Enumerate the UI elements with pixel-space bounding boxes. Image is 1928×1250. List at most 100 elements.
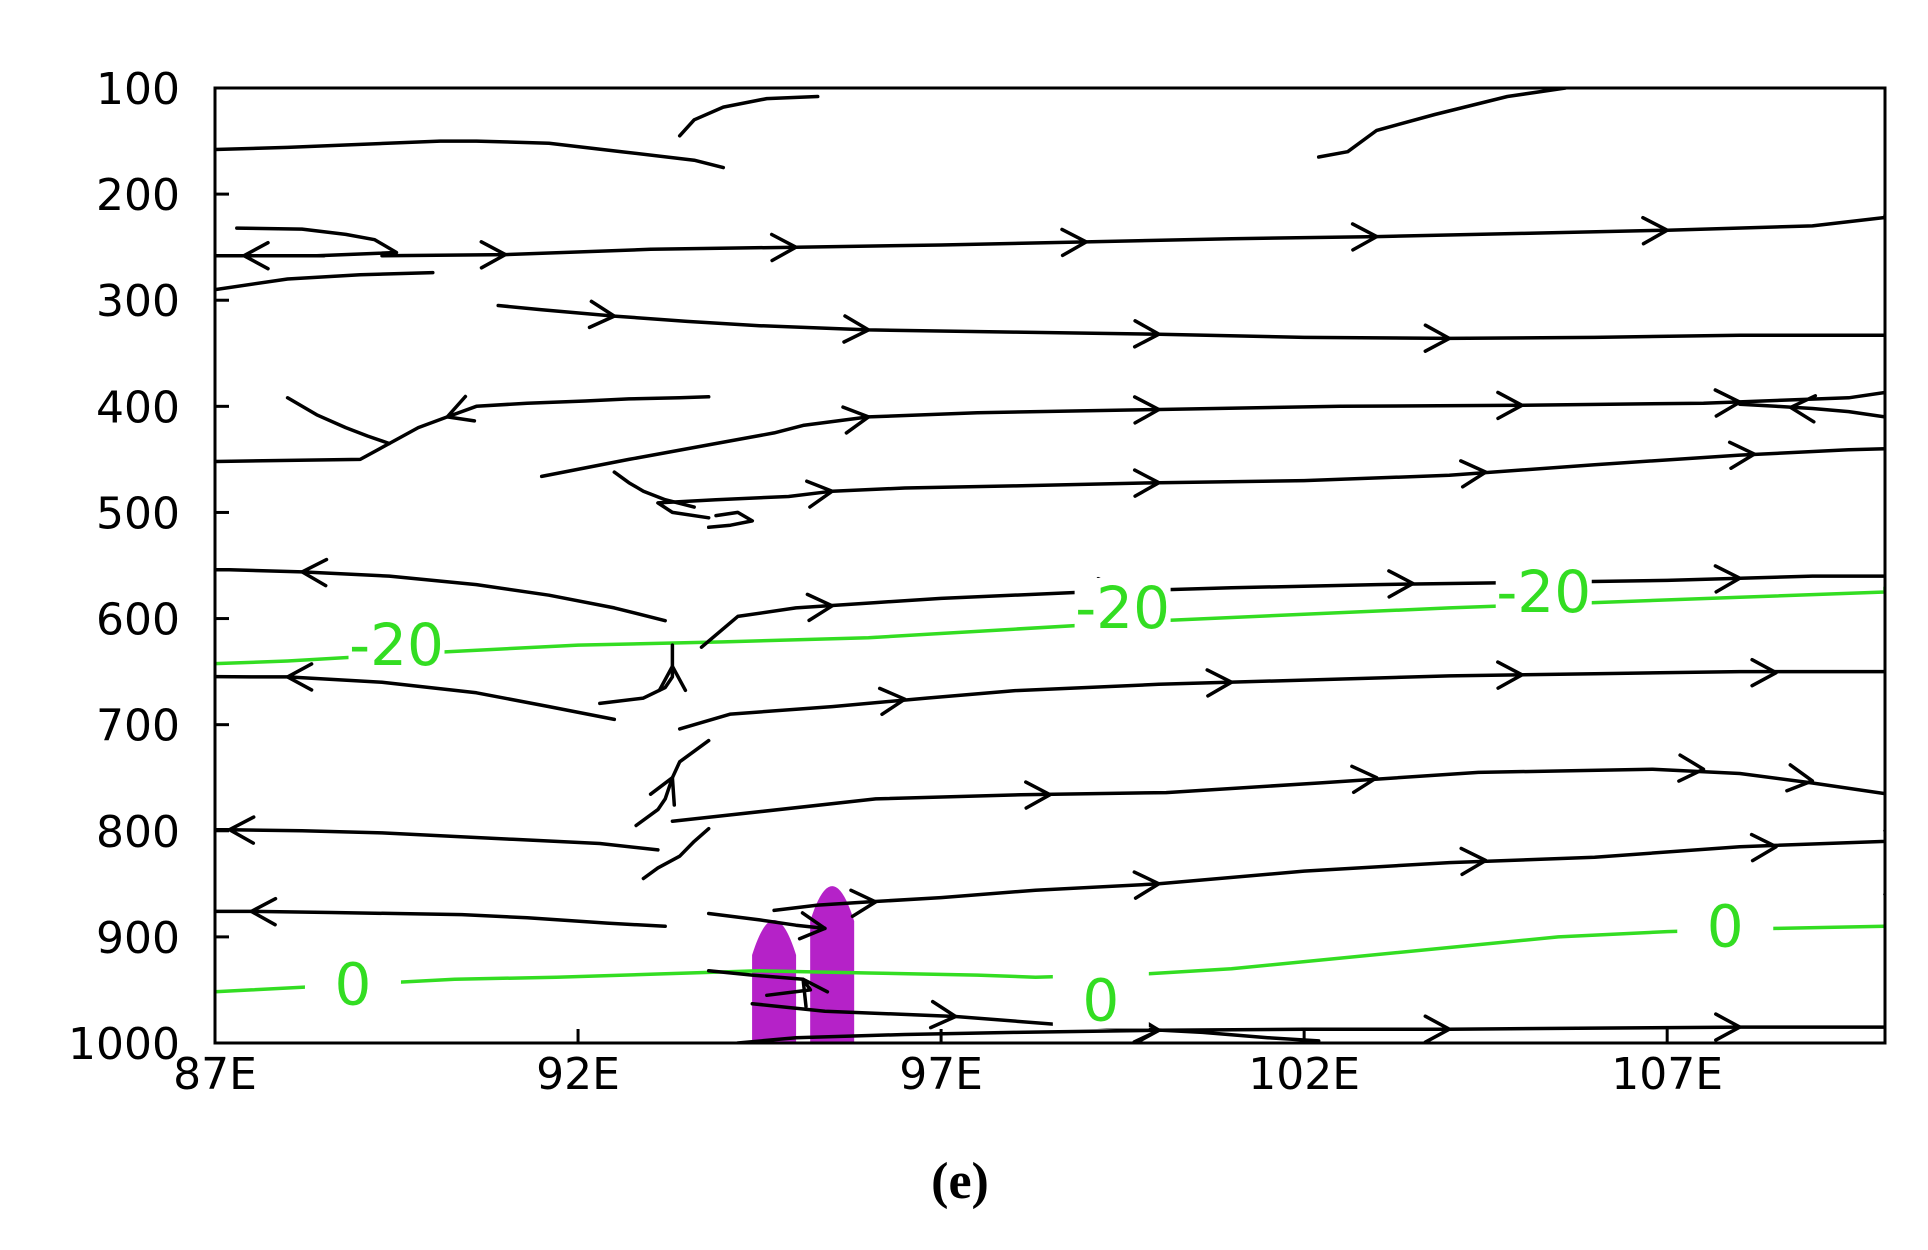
streamline-18 — [598, 643, 675, 706]
streamline-arrow-19-3 — [1496, 660, 1524, 690]
y-tick-label-8: 800 — [96, 807, 180, 858]
streamline-6 — [215, 253, 326, 258]
y-tick-label-6: 600 — [96, 595, 180, 646]
streamline-arrow-11-1 — [841, 405, 871, 435]
contour-label-2-2: 0 — [1082, 967, 1119, 1035]
x-tick-label-2: 92E — [536, 1049, 620, 1100]
streamline-7 — [215, 270, 435, 292]
contour-label-bg — [1074, 577, 1171, 636]
streamline-arrow-19-4 — [1750, 657, 1778, 688]
streamline-1 — [677, 94, 820, 138]
streamline-arrow-11-4 — [1713, 388, 1742, 418]
contour-label-bg — [348, 615, 445, 674]
streamline-arrow-30-2 — [1423, 1014, 1452, 1043]
streamline-14 — [706, 510, 755, 530]
axis-layer: 87E 92E 97E 102E 107E 100 200 300 400 500 600 700 80… — [68, 64, 1723, 1100]
contour-line-1 — [215, 586, 1885, 666]
y-tick-label-4: 400 — [96, 382, 180, 433]
streamline-9 — [215, 395, 711, 464]
streamline-25 — [772, 839, 1885, 913]
streamline-arrow-13-2 — [1132, 468, 1161, 498]
streamline-arrow-3-1 — [0, 137, 21, 163]
contour-label-1-1: -20 — [349, 611, 444, 679]
streamline-arrow-16-3 — [1387, 569, 1415, 599]
terrain-peak-1 — [752, 920, 797, 1043]
streamline-arrow-16-1 — [805, 592, 834, 623]
streamline-arrow-5-3 — [1060, 227, 1089, 258]
streamline-arrow-22-4 — [1785, 763, 1815, 793]
streamline-arrow-30-3 — [1714, 1012, 1742, 1042]
streamline-arrow-13-4 — [1727, 440, 1757, 470]
x-tick-label-4: 102E — [1248, 1049, 1360, 1100]
streamline-arrow-5-4 — [1350, 222, 1379, 252]
streamline-arrow-8-3 — [1132, 319, 1161, 349]
streamline-8 — [496, 303, 1885, 341]
streamline-arrow-16-4 — [1713, 564, 1742, 594]
contour-line-2 — [215, 924, 1885, 994]
streamline-arrow-8-2 — [842, 314, 871, 344]
terrain-layer — [752, 886, 855, 1043]
streamline-3 — [215, 139, 726, 170]
plot-frame — [213, 86, 1887, 1045]
streamline-arrow-6-1 — [242, 240, 270, 271]
streamline-2 — [1316, 88, 1568, 159]
streamline-arrow-8-1 — [587, 299, 617, 330]
y-tick-label-2: 200 — [96, 170, 180, 221]
streamline-arrow-5-1 — [479, 240, 508, 270]
streamline-10 — [285, 396, 392, 446]
streamline-22 — [670, 767, 1885, 833]
contour-label-bg — [1052, 970, 1149, 1029]
streamline-arrow-29-1 — [801, 977, 830, 1009]
x-tick-label-5: 107E — [1611, 1049, 1723, 1100]
contour-label-layer: -20 -20 -20 0 0 0 — [304, 558, 1774, 1035]
streamline-arrow-9-1 — [445, 394, 477, 423]
streamline-15 — [612, 470, 696, 509]
y-tick-label-5: 500 — [96, 488, 180, 539]
streamline-arrow-23-1 — [227, 815, 256, 845]
x-tick-label-3: 97E — [899, 1049, 983, 1100]
streamline-arrow-22-2 — [1350, 764, 1379, 795]
streamline-arrow-12-1 — [1788, 394, 1818, 424]
contour-label-bg — [1495, 562, 1592, 621]
y-tick-label-1: 100 — [96, 64, 180, 115]
contour-layer — [215, 586, 1885, 994]
streamline-arrow-28-1 — [928, 999, 958, 1030]
streamline-12 — [1738, 402, 1885, 419]
streamline-arrow-19-2 — [1205, 668, 1234, 698]
contour-label-bg — [1677, 896, 1774, 955]
streamline-arrow-25-4 — [1749, 832, 1778, 863]
streamline-11 — [539, 390, 1885, 479]
streamline-arrow-5-5 — [1641, 215, 1669, 246]
terrain-peak-2 — [810, 886, 855, 1043]
streamline-arrow-19-1 — [877, 686, 907, 717]
contour-label-2-1: 0 — [335, 951, 372, 1019]
streamline-19 — [677, 669, 1885, 731]
y-tick-label-7: 700 — [96, 701, 180, 752]
contour-label-bg — [304, 954, 401, 1013]
y-tick-label-3: 300 — [96, 276, 180, 327]
streamline-arrow-21-1 — [648, 775, 677, 807]
streamline-arrow-17-1 — [300, 557, 329, 588]
streamline-27 — [706, 911, 827, 931]
contour-label-2-3: 0 — [1707, 892, 1744, 960]
panel-label: (e) — [931, 1153, 989, 1210]
streamline-arrow-20-1 — [285, 662, 314, 692]
streamline-30 — [736, 1025, 1885, 1043]
y-tick-label-10: 1000 — [68, 1019, 180, 1070]
streamline-20 — [215, 674, 617, 722]
streamline-arrow-25-3 — [1459, 846, 1488, 877]
streamline-arrow-25-2 — [1132, 870, 1161, 900]
contour-label-1-2: -20 — [1075, 574, 1170, 642]
streamline-24 — [641, 826, 711, 881]
x-tick-label-1: 87E — [173, 1049, 257, 1100]
streamline-arrow-8-4 — [1423, 323, 1452, 353]
streamline-arrow-26-1 — [249, 896, 278, 927]
streamline-4 — [235, 226, 399, 258]
streamline-arrow-13-3 — [1459, 459, 1488, 489]
streamline-17 — [215, 567, 667, 623]
streamline-13 — [656, 447, 1885, 520]
plot-area — [0, 88, 1885, 1043]
streamline-arrow-9-2 — [0, 450, 21, 476]
streamline-arrow-22-3 — [1677, 753, 1706, 783]
